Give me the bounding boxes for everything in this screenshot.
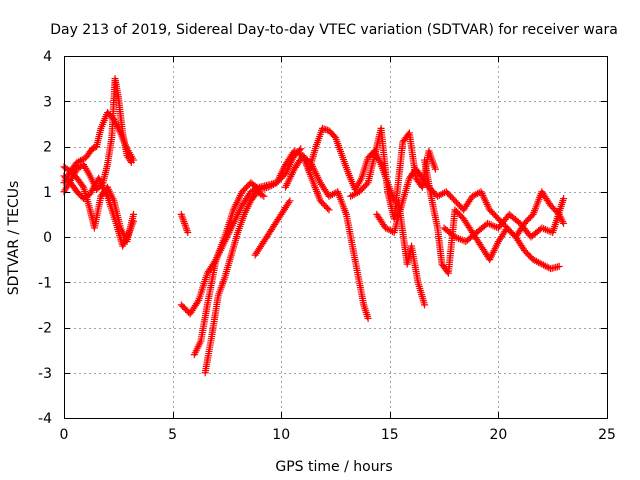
y-tick-label: 2 (43, 140, 52, 156)
series-arc6 (177, 145, 305, 318)
series-arc16 (440, 195, 568, 246)
x-tick-label: 5 (168, 427, 177, 443)
tick-labels: 0 5 10 15 20 25 -4 -3 -2 -1 0 1 2 3 4 (38, 49, 616, 443)
data-point (555, 262, 563, 270)
series-arc4 (60, 172, 138, 250)
data-point (127, 158, 135, 166)
x-tick-label: 25 (598, 427, 616, 443)
y-tick-label: 4 (43, 49, 52, 65)
data-point (560, 195, 568, 203)
data-point (431, 165, 439, 173)
data-point (130, 210, 138, 218)
data-point (421, 301, 429, 309)
data-point (194, 298, 202, 306)
data-point (363, 180, 371, 188)
y-tick-label: -3 (38, 366, 52, 382)
y-tick-label: -4 (38, 411, 52, 427)
data-point (78, 182, 86, 190)
x-axis-label: GPS time / hours (275, 459, 392, 475)
y-tick-label: -2 (38, 321, 52, 337)
x-tick-label: 0 (60, 427, 69, 443)
y-tick-label: -1 (38, 275, 52, 291)
chart-title: Day 213 of 2019, Sidereal Day-to-day VTE… (50, 22, 618, 38)
data-point (126, 157, 134, 165)
data-point (297, 145, 305, 153)
data-point (286, 197, 294, 205)
x-tick-label: 15 (381, 427, 399, 443)
data-point (130, 217, 138, 225)
series-arc9 (251, 197, 294, 259)
y-tick-label: 3 (43, 94, 52, 110)
y-axis-label: SDTVAR / TECUs (6, 181, 22, 296)
data-point (325, 206, 333, 214)
series-arc8 (201, 188, 268, 377)
grid (64, 56, 607, 418)
x-tick-label: 10 (272, 427, 290, 443)
data-point (258, 191, 266, 199)
data-point (364, 314, 372, 322)
data-point (184, 228, 192, 236)
data-point (324, 204, 332, 212)
x-tick-label: 20 (489, 427, 507, 443)
y-tick-label: 1 (43, 185, 52, 201)
data-point (560, 219, 568, 227)
data-point (285, 198, 293, 206)
data-points (60, 75, 568, 377)
series-arc15 (421, 156, 563, 277)
data-point (260, 192, 268, 200)
series-arc7 (190, 147, 333, 359)
y-tick-label: 0 (43, 230, 52, 246)
axis-ticks (64, 56, 608, 419)
series-arc5 (177, 210, 192, 236)
series-arc14 (394, 197, 429, 309)
